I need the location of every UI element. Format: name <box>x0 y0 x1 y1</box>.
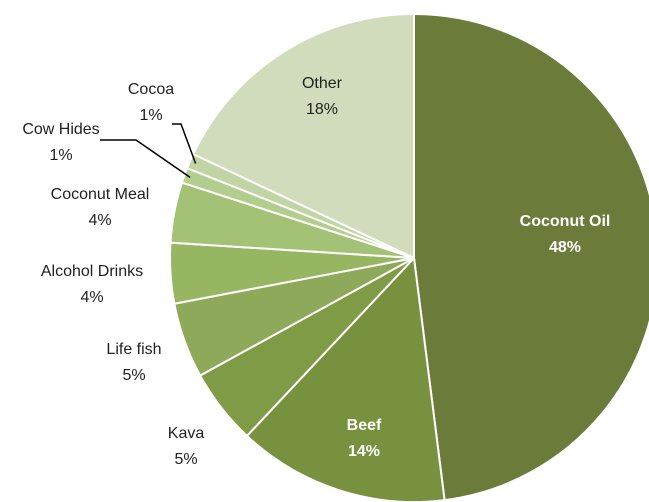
slice-label-coconut-oil: Coconut Oil 48% <box>520 213 611 256</box>
slice-label-beef: Beef 14% <box>347 417 382 460</box>
label-coconut-meal-value: 4% <box>88 212 111 229</box>
label-cocoa-name: Cocoa <box>128 81 174 98</box>
label-coconut-oil-value: 48% <box>549 239 581 256</box>
label-cow-hides-name: Cow Hides <box>22 121 99 138</box>
slice-label-coconut-meal: Coconut Meal 4% <box>51 186 150 229</box>
pie-slices <box>169 12 649 502</box>
slice-label-cocoa: Cocoa 1% <box>128 81 174 124</box>
leader-lines <box>100 123 197 179</box>
pie-slice-other <box>191 12 415 260</box>
label-beef-value: 14% <box>348 443 380 460</box>
slice-label-life-fish: Life fish 5% <box>106 341 161 384</box>
slice-label-alcohol-drinks: Alcohol Drinks 4% <box>41 263 143 306</box>
slice-label-kava: Kava 5% <box>168 425 205 468</box>
label-alcohol-drinks-value: 4% <box>80 289 103 306</box>
label-beef-name: Beef <box>347 417 382 434</box>
label-kava-name: Kava <box>168 425 205 442</box>
label-coconut-meal-name: Coconut Meal <box>51 186 150 203</box>
label-other-name: Other <box>302 75 343 92</box>
leader-line-cow-hides <box>100 139 191 179</box>
label-cow-hides-value: 1% <box>49 147 72 164</box>
label-coconut-oil-name: Coconut Oil <box>520 213 611 230</box>
label-kava-value: 5% <box>174 451 197 468</box>
pie-slice-coconut-oil <box>413 12 649 502</box>
label-alcohol-drinks-name: Alcohol Drinks <box>41 263 143 280</box>
slice-label-other: Other 18% <box>302 75 343 118</box>
label-cocoa-value: 1% <box>139 107 162 124</box>
label-life-fish-value: 5% <box>122 367 145 384</box>
label-life-fish-name: Life fish <box>106 341 161 358</box>
leader-line-cocoa <box>172 123 197 164</box>
slice-label-cow-hides: Cow Hides 1% <box>22 121 99 164</box>
label-other-value: 18% <box>306 101 338 118</box>
